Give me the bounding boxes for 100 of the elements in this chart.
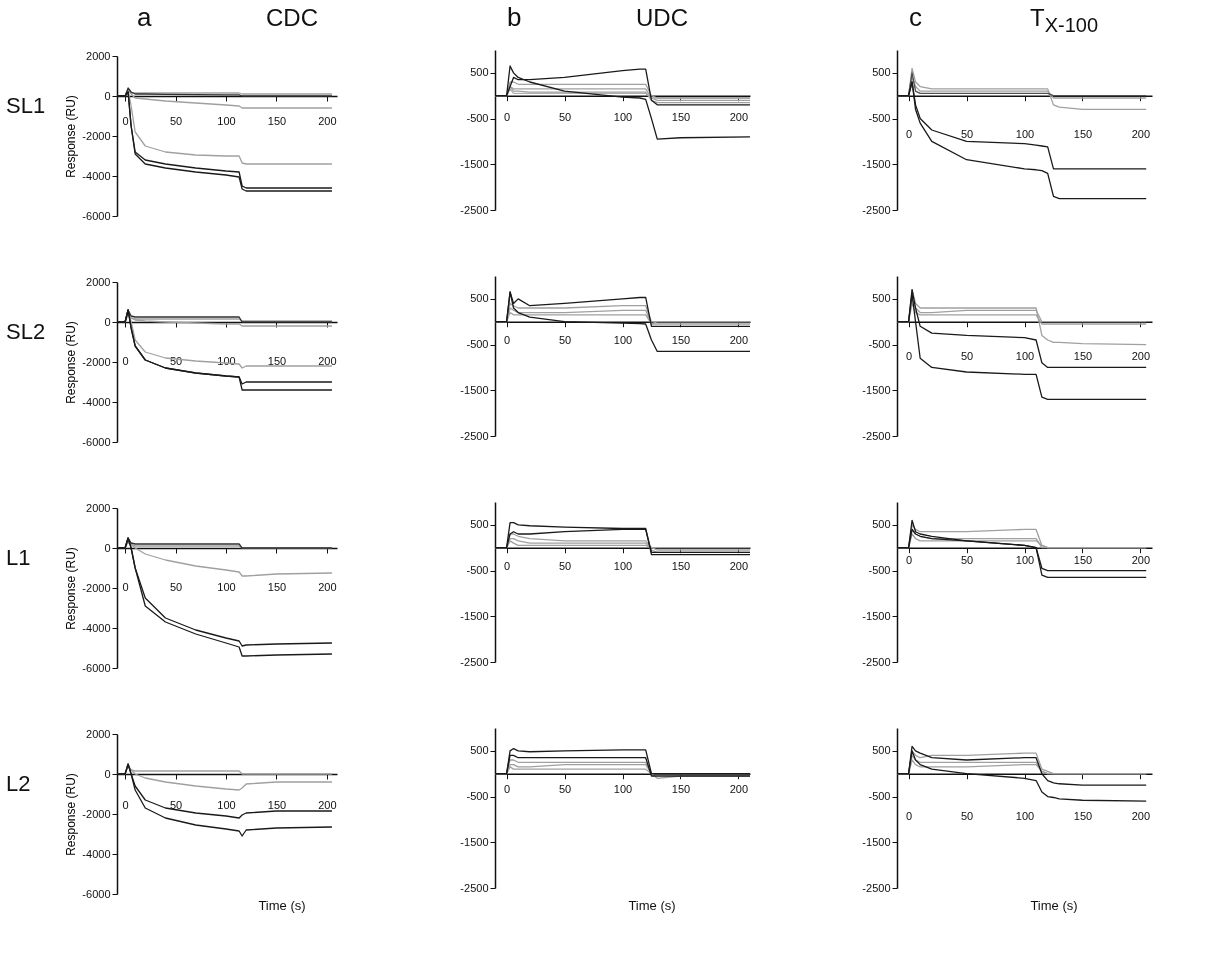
x-tick-label: 100 <box>1015 350 1035 363</box>
y-tick-label: -6000 <box>82 435 111 448</box>
y-tick-label: 500 <box>470 66 489 79</box>
y-tick-label: 0 <box>104 89 111 102</box>
x-tick-label: 0 <box>504 560 511 573</box>
y-tick-label: -2500 <box>460 429 489 442</box>
y-tick-label: -500 <box>466 564 489 577</box>
chart-subtitle: a <box>137 2 152 33</box>
x-tick-label: 100 <box>1015 554 1035 567</box>
x-tick-label: 150 <box>267 798 287 811</box>
text: L2 <box>6 771 31 797</box>
x-tick-label: 50 <box>960 128 974 141</box>
x-tick-label: 200 <box>729 334 749 347</box>
x-axis-title: Time (s) <box>257 898 307 913</box>
y-axis-title: Response (RU) <box>64 95 79 178</box>
x-tick-label: 0 <box>504 783 511 796</box>
y-tick-label: -1500 <box>460 383 489 396</box>
y-tick-label: -2000 <box>82 355 111 368</box>
x-tick-label: 150 <box>267 580 287 593</box>
x-tick-label: 150 <box>671 560 691 573</box>
x-tick-label: 100 <box>217 798 236 811</box>
y-tick-label: 2000 <box>86 727 111 740</box>
x-tick-label: 50 <box>169 798 183 811</box>
x-tick-label: 200 <box>318 114 337 127</box>
x-tick-label: 200 <box>1131 350 1151 363</box>
x-tick-label: 200 <box>729 560 749 573</box>
x-tick-label: 0 <box>906 554 913 567</box>
y-axis-title: Response (RU) <box>64 547 79 630</box>
y-tick-label: -500 <box>868 790 891 803</box>
y-tick-label: 2000 <box>86 275 111 288</box>
y-tick-label: -500 <box>466 112 489 125</box>
y-tick-label: -500 <box>868 564 891 577</box>
x-tick-label: 0 <box>122 580 129 593</box>
x-tick-label: 100 <box>613 560 633 573</box>
y-tick-label: -2500 <box>862 881 891 894</box>
x-tick-label: 100 <box>1015 128 1035 141</box>
x-tick-label: 150 <box>1073 554 1093 567</box>
x-tick-label: 150 <box>671 783 691 796</box>
y-tick-label: -1500 <box>460 609 489 622</box>
x-tick-label: 200 <box>318 580 337 593</box>
y-tick-label: -500 <box>868 338 891 351</box>
y-tick-label: -2000 <box>82 129 111 142</box>
y-tick-label: 0 <box>104 315 111 328</box>
y-tick-label: -4000 <box>82 395 111 408</box>
y-tick-label: -1500 <box>460 835 489 848</box>
y-tick-label: 500 <box>872 292 891 305</box>
x-tick-label: 150 <box>1073 128 1093 141</box>
y-tick-label: -1500 <box>862 383 891 396</box>
x-tick-label: 150 <box>1073 810 1093 823</box>
x-tick-label: 100 <box>613 783 633 796</box>
x-tick-label: 100 <box>1015 810 1035 823</box>
x-tick-label: 50 <box>558 560 572 573</box>
x-tick-label: 0 <box>504 334 511 347</box>
y-tick-label: -1500 <box>460 157 489 170</box>
y-tick-label: -500 <box>868 112 891 125</box>
x-tick-label: 50 <box>558 783 572 796</box>
y-tick-label: 500 <box>872 518 891 531</box>
y-tick-label: -1500 <box>862 609 891 622</box>
x-tick-label: 0 <box>122 354 129 367</box>
text: SL2 <box>6 319 46 345</box>
y-axis-title: Response (RU) <box>64 321 79 404</box>
y-tick-label: -500 <box>466 338 489 351</box>
y-tick-label: 500 <box>872 744 891 757</box>
x-tick-label: 200 <box>318 354 337 367</box>
x-tick-label: 0 <box>906 350 913 363</box>
x-tick-label: 200 <box>318 798 337 811</box>
x-axis-title: Time (s) <box>1029 898 1079 913</box>
x-tick-label: 50 <box>169 580 183 593</box>
y-tick-label: 2000 <box>86 501 111 514</box>
y-tick-label: -2500 <box>862 655 891 668</box>
x-tick-label: 200 <box>1131 554 1151 567</box>
y-tick-label: -2500 <box>862 429 891 442</box>
y-tick-label: -4000 <box>82 621 111 634</box>
y-tick-label: 0 <box>104 767 111 780</box>
y-tick-label: 500 <box>470 292 489 305</box>
x-tick-label: 150 <box>671 334 691 347</box>
y-tick-label: -6000 <box>82 661 111 674</box>
y-tick-label: 0 <box>104 541 111 554</box>
y-tick-label: -2000 <box>82 581 111 594</box>
x-tick-label: 200 <box>729 111 749 124</box>
x-tick-label: 150 <box>671 111 691 124</box>
x-axis-title: Time (s) <box>627 898 677 913</box>
x-tick-label: 150 <box>267 114 287 127</box>
chart-subtitle: b <box>507 2 522 33</box>
y-tick-label: -2500 <box>460 655 489 668</box>
y-tick-label: -2500 <box>460 881 489 894</box>
x-tick-label: 0 <box>122 114 129 127</box>
x-tick-label: 0 <box>906 128 913 141</box>
y-tick-label: -2500 <box>862 203 891 216</box>
text: L1 <box>6 545 31 571</box>
y-tick-label: -500 <box>466 790 489 803</box>
y-tick-label: -4000 <box>82 169 111 182</box>
x-tick-label: 200 <box>729 783 749 796</box>
y-tick-label: -1500 <box>862 835 891 848</box>
y-tick-label: -2500 <box>460 203 489 216</box>
y-tick-label: 500 <box>470 518 489 531</box>
y-axis-title: Response (RU) <box>64 773 79 856</box>
x-tick-label: 100 <box>613 111 633 124</box>
x-tick-label: 100 <box>217 580 236 593</box>
chart-title: T$_{X-100}$ <box>1029 4 1099 36</box>
